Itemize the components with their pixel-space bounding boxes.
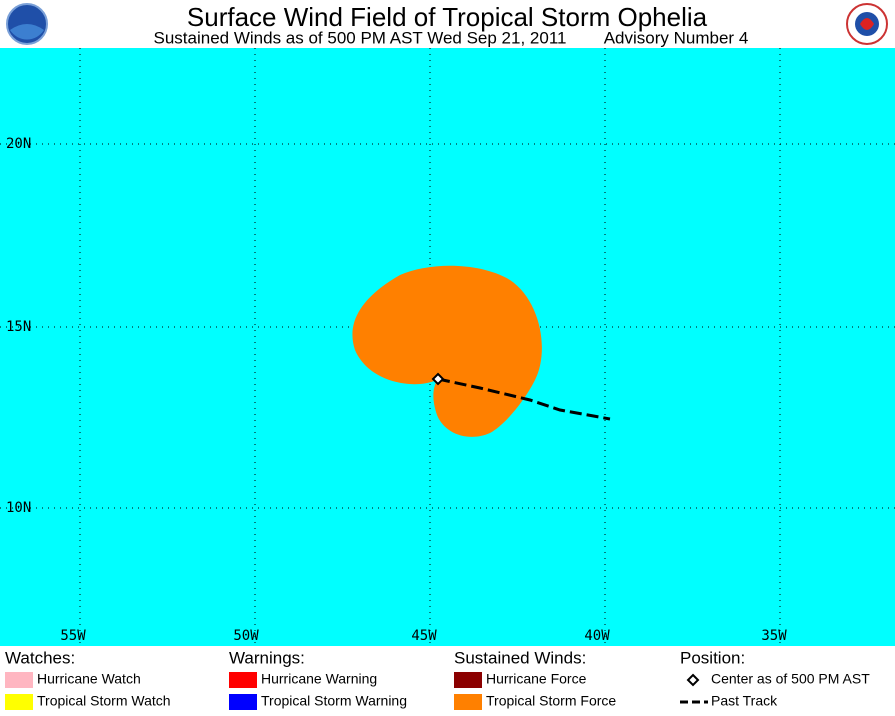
- subtitle: Sustained Winds as of 500 PM AST Wed Sep…: [154, 28, 567, 47]
- graticule: [0, 48, 895, 646]
- storm-center: [431, 372, 445, 386]
- swatch: [454, 672, 482, 688]
- legend-heading: Position:: [680, 648, 745, 667]
- legend-item: Hurricane Force: [486, 671, 587, 687]
- longitude-label: 50W: [233, 628, 259, 644]
- latitude-label: 15N: [6, 319, 31, 335]
- legend-item: Past Track: [711, 693, 778, 709]
- swatch: [454, 694, 482, 710]
- legend-item: Hurricane Warning: [261, 671, 377, 687]
- longitude-label: 55W: [60, 628, 86, 644]
- legend-heading: Sustained Winds:: [454, 648, 586, 667]
- tropical-storm-force-wind-field: [352, 265, 542, 437]
- noaa-logo: [6, 3, 48, 45]
- legend-item: Tropical Storm Force: [486, 693, 616, 709]
- longitude-label: 45W: [411, 628, 437, 644]
- longitude-label: 40W: [584, 628, 610, 644]
- longitude-label: 35W: [761, 628, 787, 644]
- legend-item: Center as of 500 PM AST: [711, 671, 870, 687]
- legend-item: Hurricane Watch: [37, 671, 141, 687]
- swatch: [229, 672, 257, 688]
- nws-logo: [846, 3, 888, 45]
- latitude-label: 20N: [6, 136, 31, 152]
- latitude-label: 10N: [6, 500, 31, 516]
- legend-item: Tropical Storm Watch: [37, 693, 171, 709]
- center-symbol: [686, 673, 700, 687]
- legend-heading: Warnings:: [229, 648, 305, 667]
- swatch: [229, 694, 257, 710]
- legend-item: Tropical Storm Warning: [261, 693, 407, 709]
- title: Surface Wind Field of Tropical Storm Oph…: [187, 2, 708, 32]
- legend-heading: Watches:: [5, 648, 75, 667]
- advisory: Advisory Number 4: [604, 28, 749, 47]
- swatch: [5, 694, 33, 710]
- swatch: [5, 672, 33, 688]
- past-track: [437, 377, 611, 421]
